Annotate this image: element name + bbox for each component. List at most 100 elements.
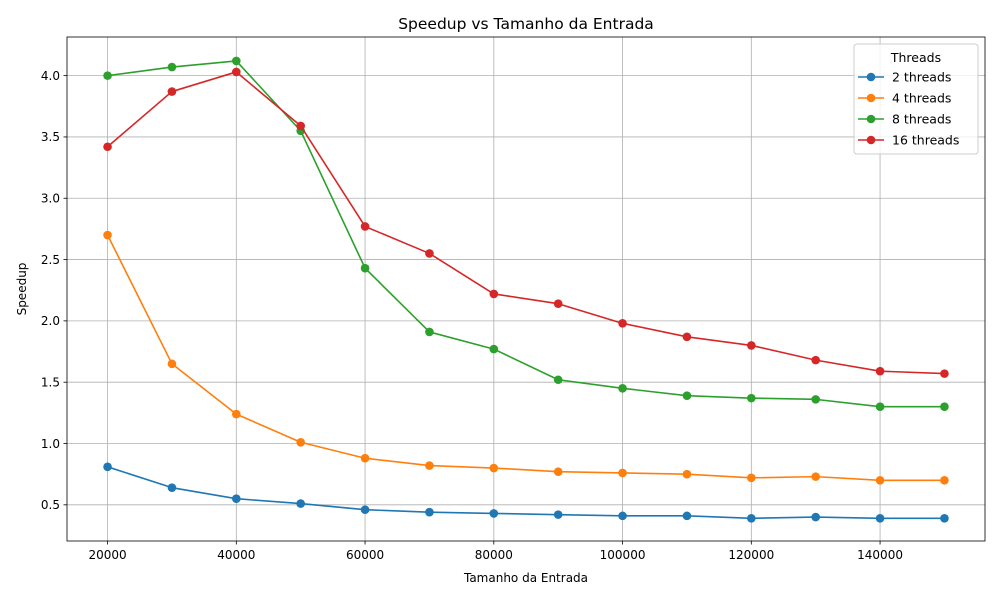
- y-tick-label: 2.5: [41, 253, 60, 267]
- legend-label: 8 threads: [892, 112, 951, 127]
- series-line: [107, 466, 945, 520]
- data-point: [940, 369, 949, 378]
- legend-marker: [866, 93, 876, 103]
- series-line: [106, 234, 945, 482]
- y-tick-label: 0.5: [41, 498, 60, 512]
- legend-items: 2 threads 4 threads 8 threads 16 threads: [858, 70, 959, 148]
- data-point: [296, 499, 305, 508]
- data-point: [682, 469, 692, 479]
- data-point: [940, 402, 949, 412]
- y-tick-label: 4.0: [41, 69, 60, 83]
- data-point: [811, 472, 820, 481]
- data-point: [167, 87, 177, 96]
- data-point: [682, 511, 692, 521]
- data-point: [103, 142, 112, 152]
- data-point: [489, 289, 499, 299]
- chart-title: Speedup vs Tamanho da Entrada: [398, 15, 654, 33]
- data-point: [875, 366, 885, 376]
- plot-frame: [66, 36, 986, 542]
- data-point: [167, 483, 177, 492]
- data-point: [618, 384, 627, 393]
- data-point: [875, 402, 885, 412]
- data-point: [103, 462, 112, 472]
- legend-item: 8 threads: [858, 112, 951, 127]
- data-point: [360, 263, 370, 273]
- data-point: [360, 505, 370, 515]
- data-point: [425, 327, 434, 337]
- x-tick-label: 140000: [857, 548, 903, 562]
- legend: Threads 2 threads 4 threads 8 threads 16 th…: [853, 43, 979, 155]
- data-point: [618, 468, 627, 478]
- data-point: [811, 355, 820, 365]
- y-axis-title: Speedup: [15, 263, 29, 316]
- data-point: [875, 514, 885, 523]
- data-point: [232, 494, 241, 503]
- y-tick-label: 3.5: [41, 130, 60, 144]
- data-point: [167, 359, 177, 369]
- data-point: [618, 511, 627, 521]
- legend-marker: [866, 135, 876, 145]
- x-tick-label: 60000: [346, 548, 384, 562]
- data-point: [811, 512, 820, 522]
- data-point: [682, 332, 692, 342]
- legend-title: Threads: [890, 50, 941, 65]
- legend-item: 4 threads: [858, 91, 951, 106]
- data-point: [553, 375, 563, 385]
- legend-marker: [866, 114, 876, 124]
- x-tick-label: 80000: [475, 548, 513, 562]
- legend-item: 2 threads: [858, 70, 951, 85]
- x-tick-label: 40000: [217, 548, 255, 562]
- x-tick-label: 100000: [600, 548, 646, 562]
- legend-label: 16 threads: [892, 133, 959, 148]
- series-line: [107, 71, 945, 375]
- data-point: [747, 341, 756, 350]
- data-point: [425, 249, 434, 258]
- x-axis-title: Tamanho da Entrada: [463, 571, 588, 585]
- data-point: [425, 507, 434, 517]
- data-point: [232, 56, 241, 66]
- data-point: [489, 509, 499, 518]
- data-point: [553, 510, 563, 519]
- series-2: [103, 230, 949, 485]
- y-tick-label: 3.0: [41, 192, 60, 206]
- data-point: [103, 230, 112, 240]
- data-point: [940, 514, 949, 523]
- data-point: [553, 299, 563, 309]
- data-point: [103, 71, 112, 80]
- legend-item: 16 threads: [858, 133, 959, 148]
- data-point: [425, 461, 434, 470]
- data-point: [811, 395, 820, 404]
- x-tick-label: 20000: [88, 548, 126, 562]
- legend-box: [853, 43, 979, 155]
- data-point: [747, 473, 756, 483]
- series-4: [103, 67, 949, 378]
- data-point: [682, 391, 692, 400]
- data-point: [618, 319, 627, 328]
- data-point: [553, 467, 563, 477]
- legend-label: 4 threads: [892, 91, 951, 106]
- series-layer: [103, 56, 949, 523]
- data-point: [296, 121, 305, 131]
- legend-marker: [866, 72, 876, 82]
- y-axis: 0.5 1.0 1.5 2.0 2.5 3.0 3.5 4.0: [41, 69, 67, 512]
- data-point: [232, 409, 241, 419]
- y-tick-label: 1.0: [41, 437, 60, 451]
- data-point: [747, 514, 756, 523]
- y-tick-label: 1.5: [41, 375, 60, 389]
- data-point: [232, 67, 241, 77]
- x-axis: 20000 40000 60000 80000 100000 120000 140000: [88, 541, 903, 562]
- data-point: [489, 463, 499, 473]
- data-point: [296, 437, 305, 447]
- data-point: [360, 222, 370, 231]
- data-point: [875, 475, 885, 485]
- x-tick-label: 120000: [728, 548, 774, 562]
- data-point: [747, 393, 756, 403]
- grid: [67, 37, 985, 541]
- series-line: [107, 60, 945, 408]
- data-point: [940, 475, 949, 485]
- y-tick-label: 2.0: [41, 314, 60, 328]
- data-point: [360, 453, 370, 463]
- data-point: [167, 62, 177, 72]
- legend-label: 2 threads: [892, 70, 951, 85]
